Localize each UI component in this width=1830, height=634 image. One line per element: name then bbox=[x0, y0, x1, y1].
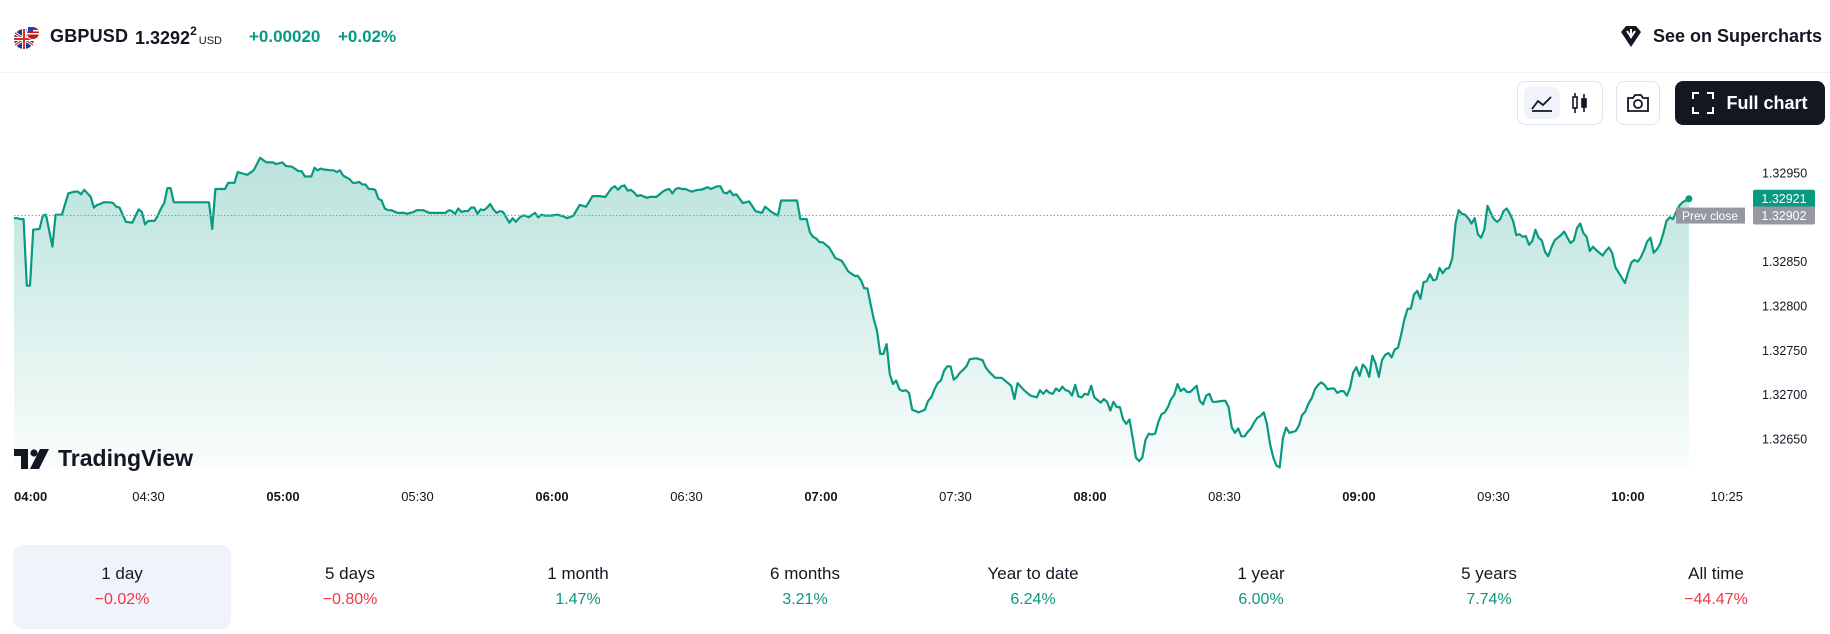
prev-close-label: Prev close bbox=[1682, 209, 1738, 223]
x-tick-label: 07:00 bbox=[804, 489, 837, 504]
snapshot-button[interactable] bbox=[1616, 81, 1660, 125]
period-change: 7.74% bbox=[1466, 591, 1512, 608]
x-tick-label: 09:00 bbox=[1342, 489, 1375, 504]
y-tick-label: 1.32700 bbox=[1762, 388, 1807, 402]
period-label: All time bbox=[1688, 564, 1744, 583]
period-label: 6 months bbox=[770, 564, 840, 583]
symbol-header: GBPUSD 1.32922USD +0.00020 +0.02% See on… bbox=[0, 0, 1830, 73]
period-label: 5 years bbox=[1461, 564, 1517, 583]
symbol-name[interactable]: GBPUSD bbox=[50, 26, 129, 46]
period-label: 1 day bbox=[101, 564, 143, 583]
x-tick-label: 04:00 bbox=[14, 489, 47, 504]
period-label: Year to date bbox=[987, 564, 1079, 583]
period-5-days[interactable]: 5 days −0.80% bbox=[241, 545, 459, 629]
period-5-years[interactable]: 5 years 7.74% bbox=[1380, 545, 1598, 629]
period-1-month[interactable]: 1 month 1.47% bbox=[469, 545, 687, 629]
period-1-year[interactable]: 1 year 6.00% bbox=[1152, 545, 1370, 629]
period-change: 3.21% bbox=[782, 591, 828, 608]
price-line-series bbox=[14, 156, 1690, 469]
last-price: 1.32922USD bbox=[135, 24, 222, 49]
period-all-time[interactable]: All time −44.47% bbox=[1607, 545, 1825, 629]
y-tick-label: 1.32650 bbox=[1762, 433, 1807, 447]
tradingview-mark-icon bbox=[14, 448, 49, 469]
period-change: −0.02% bbox=[94, 591, 150, 608]
x-tick-label: 10:25 bbox=[1710, 489, 1743, 504]
period-selector: 1 day −0.02% 5 days −0.80% 1 month 1.47% 6 … bbox=[13, 545, 1830, 629]
fullscreen-icon bbox=[1692, 92, 1715, 114]
price-area-fill bbox=[14, 157, 1689, 470]
period-change: 1.47% bbox=[555, 591, 601, 608]
change-percent: +0.02% bbox=[338, 27, 397, 46]
period-change: −0.80% bbox=[322, 591, 378, 608]
x-tick-label: 09:30 bbox=[1477, 489, 1510, 504]
last-price-point bbox=[1685, 195, 1693, 203]
period-label: 5 days bbox=[324, 564, 376, 583]
period-year-to-date[interactable]: Year to date 6.24% bbox=[924, 545, 1142, 629]
x-tick-label: 06:00 bbox=[535, 489, 568, 504]
x-tick-label: 04:30 bbox=[132, 489, 165, 504]
period-1-day[interactable]: 1 day −0.02% bbox=[13, 545, 231, 629]
price-chart[interactable]: Prev close 1.32950 1.32850 1.32800 1.32750 1… bbox=[0, 135, 1830, 515]
x-tick-label: 05:30 bbox=[401, 489, 434, 504]
see-on-supercharts-label: See on Supercharts bbox=[1652, 25, 1822, 46]
tradingview-wordmark: TradingView bbox=[58, 445, 194, 471]
camera-icon bbox=[1627, 94, 1649, 112]
last-price-tag-label: 1.32921 bbox=[1761, 192, 1806, 206]
see-on-supercharts-link[interactable]: See on Supercharts bbox=[1617, 22, 1822, 50]
price-currency: USD bbox=[198, 35, 222, 47]
candlestick-icon bbox=[1572, 93, 1587, 113]
gbp-usd-flag-icon bbox=[14, 26, 40, 49]
prev-close-value-label: 1.32902 bbox=[1761, 209, 1806, 223]
x-tick-label: 08:00 bbox=[1073, 489, 1106, 504]
chart-style-switch bbox=[1517, 81, 1603, 125]
last-price-main: 1.3292 bbox=[135, 28, 191, 48]
period-change: −44.47% bbox=[1684, 591, 1748, 608]
candles-chart-button[interactable] bbox=[1562, 87, 1598, 119]
period-change: 6.24% bbox=[1010, 591, 1056, 608]
period-label: 1 month bbox=[547, 564, 609, 583]
y-tick-label: 1.32750 bbox=[1762, 344, 1807, 358]
full-chart-button[interactable]: Full chart bbox=[1675, 81, 1825, 125]
full-chart-label: Full chart bbox=[1726, 92, 1808, 113]
period-change: 6.00% bbox=[1238, 591, 1284, 608]
y-tick-label: 1.32850 bbox=[1762, 255, 1807, 269]
last-price-tag bbox=[1753, 189, 1815, 208]
y-tick-label: 1.32800 bbox=[1762, 300, 1807, 314]
last-price-pipette: 2 bbox=[190, 24, 197, 38]
supercharts-diamond-icon bbox=[1620, 26, 1641, 47]
prev-close-value-tag bbox=[1753, 206, 1815, 225]
prev-close-tag bbox=[1676, 207, 1745, 224]
y-tick-label: 1.32950 bbox=[1762, 167, 1807, 181]
x-tick-label: 08:30 bbox=[1208, 489, 1241, 504]
period-label: 1 year bbox=[1237, 564, 1285, 583]
tradingview-logo: TradingView bbox=[14, 445, 193, 472]
x-tick-label: 07:30 bbox=[939, 489, 972, 504]
period-6-months[interactable]: 6 months 3.21% bbox=[696, 545, 914, 629]
x-tick-label: 05:00 bbox=[266, 489, 299, 504]
area-chart-icon bbox=[1531, 96, 1552, 112]
x-tick-label: 06:30 bbox=[670, 489, 703, 504]
change-absolute: +0.00020 bbox=[249, 27, 321, 46]
area-chart-button[interactable] bbox=[1524, 87, 1560, 119]
x-tick-label: 10:00 bbox=[1611, 489, 1644, 504]
